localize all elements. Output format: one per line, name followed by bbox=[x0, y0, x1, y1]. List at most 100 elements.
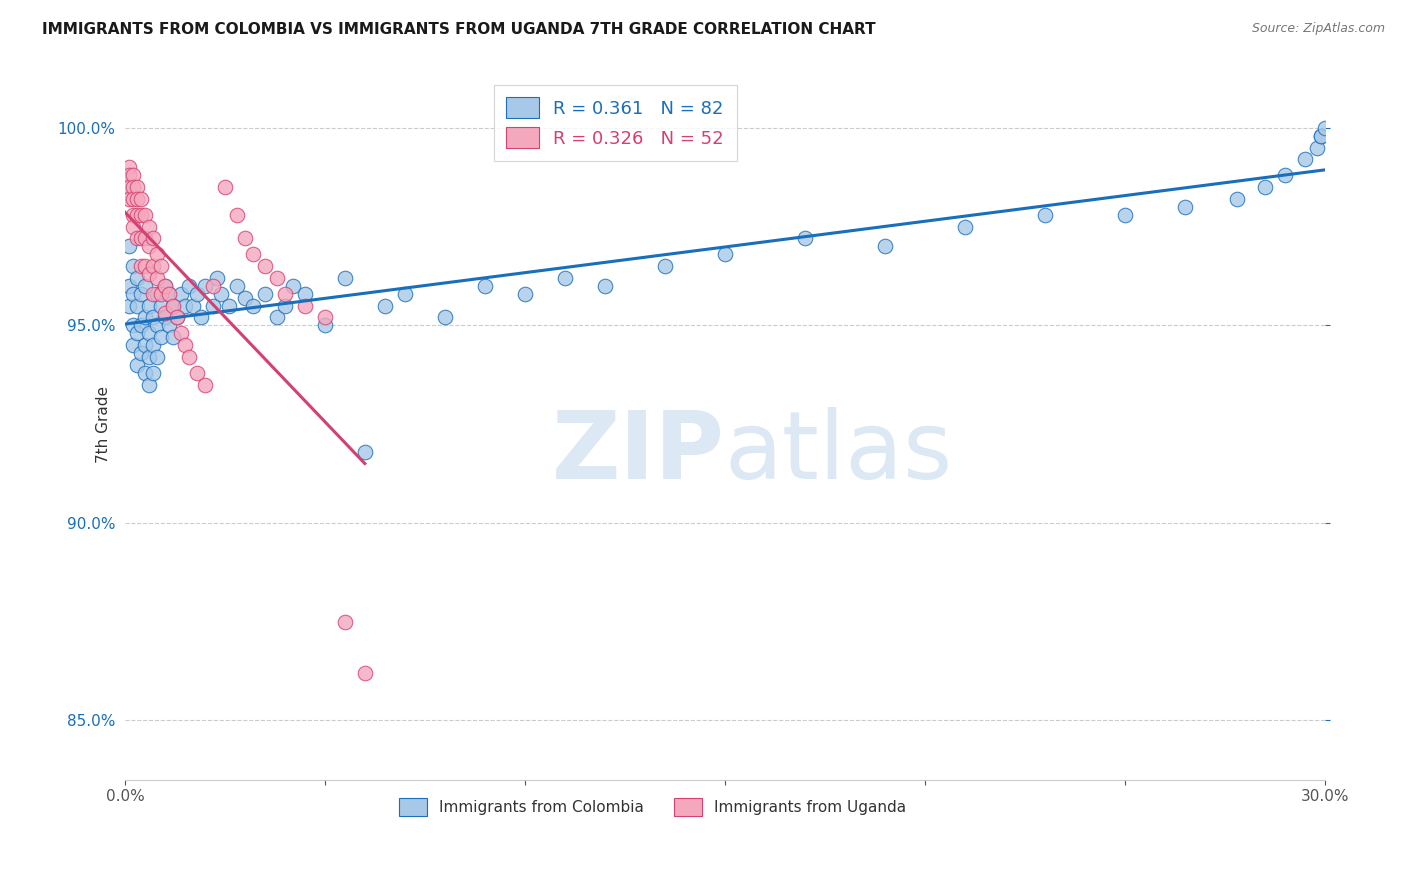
Point bbox=[122, 219, 145, 234]
Point bbox=[146, 271, 169, 285]
Point bbox=[353, 665, 375, 680]
Point bbox=[134, 259, 156, 273]
Point bbox=[157, 318, 180, 333]
Point bbox=[225, 278, 247, 293]
Point bbox=[118, 278, 141, 293]
Point bbox=[181, 299, 204, 313]
Point bbox=[1226, 192, 1249, 206]
Point bbox=[134, 208, 156, 222]
Point bbox=[433, 310, 456, 325]
Point bbox=[118, 192, 141, 206]
Point bbox=[149, 330, 172, 344]
Point bbox=[146, 318, 169, 333]
Point bbox=[118, 180, 141, 194]
Point bbox=[129, 318, 152, 333]
Point bbox=[118, 299, 141, 313]
Point bbox=[314, 318, 336, 333]
Point bbox=[142, 338, 165, 352]
Point bbox=[873, 239, 896, 253]
Point bbox=[125, 231, 148, 245]
Point bbox=[170, 286, 193, 301]
Point bbox=[122, 180, 145, 194]
Point bbox=[149, 286, 172, 301]
Point bbox=[266, 271, 288, 285]
Point bbox=[142, 366, 165, 380]
Point bbox=[142, 259, 165, 273]
Point bbox=[225, 208, 247, 222]
Point bbox=[129, 192, 152, 206]
Point bbox=[554, 271, 576, 285]
Point bbox=[177, 278, 200, 293]
Point bbox=[374, 299, 396, 313]
Point bbox=[149, 259, 172, 273]
Point bbox=[1309, 128, 1331, 143]
Point bbox=[122, 286, 145, 301]
Point bbox=[1174, 200, 1197, 214]
Point bbox=[274, 299, 297, 313]
Point bbox=[1294, 153, 1316, 167]
Point bbox=[138, 267, 160, 281]
Point bbox=[146, 247, 169, 261]
Point bbox=[209, 286, 232, 301]
Point bbox=[394, 286, 416, 301]
Point bbox=[146, 350, 169, 364]
Point bbox=[138, 326, 160, 341]
Text: ZIP: ZIP bbox=[553, 407, 724, 499]
Point bbox=[294, 299, 316, 313]
Point bbox=[190, 310, 212, 325]
Point bbox=[129, 208, 152, 222]
Point bbox=[142, 310, 165, 325]
Point bbox=[294, 286, 316, 301]
Point bbox=[218, 299, 240, 313]
Point bbox=[194, 278, 217, 293]
Point bbox=[122, 338, 145, 352]
Point bbox=[138, 377, 160, 392]
Point bbox=[170, 326, 193, 341]
Point bbox=[149, 299, 172, 313]
Point bbox=[253, 259, 276, 273]
Point bbox=[134, 231, 156, 245]
Point bbox=[162, 299, 184, 313]
Point bbox=[474, 278, 496, 293]
Point bbox=[333, 615, 356, 629]
Y-axis label: 7th Grade: 7th Grade bbox=[96, 385, 111, 463]
Point bbox=[129, 346, 152, 360]
Point bbox=[214, 180, 236, 194]
Point bbox=[274, 286, 297, 301]
Point bbox=[118, 168, 141, 182]
Point bbox=[205, 271, 228, 285]
Point bbox=[138, 219, 160, 234]
Point bbox=[118, 239, 141, 253]
Point bbox=[233, 291, 256, 305]
Point bbox=[314, 310, 336, 325]
Point bbox=[177, 350, 200, 364]
Point bbox=[1033, 208, 1056, 222]
Point bbox=[118, 161, 141, 175]
Point bbox=[138, 239, 160, 253]
Point bbox=[153, 310, 176, 325]
Point bbox=[166, 310, 188, 325]
Point bbox=[233, 231, 256, 245]
Point bbox=[125, 299, 148, 313]
Point bbox=[1309, 128, 1331, 143]
Point bbox=[513, 286, 536, 301]
Point bbox=[122, 168, 145, 182]
Point bbox=[654, 259, 676, 273]
Point bbox=[125, 192, 148, 206]
Point bbox=[166, 310, 188, 325]
Point bbox=[146, 286, 169, 301]
Point bbox=[162, 330, 184, 344]
Text: atlas: atlas bbox=[724, 407, 953, 499]
Point bbox=[125, 180, 148, 194]
Point bbox=[129, 231, 152, 245]
Point bbox=[793, 231, 815, 245]
Point bbox=[266, 310, 288, 325]
Point bbox=[142, 286, 165, 301]
Point bbox=[1313, 120, 1336, 135]
Point bbox=[353, 444, 375, 458]
Point bbox=[134, 278, 156, 293]
Point bbox=[142, 231, 165, 245]
Point bbox=[1274, 168, 1296, 182]
Point bbox=[138, 350, 160, 364]
Point bbox=[173, 338, 195, 352]
